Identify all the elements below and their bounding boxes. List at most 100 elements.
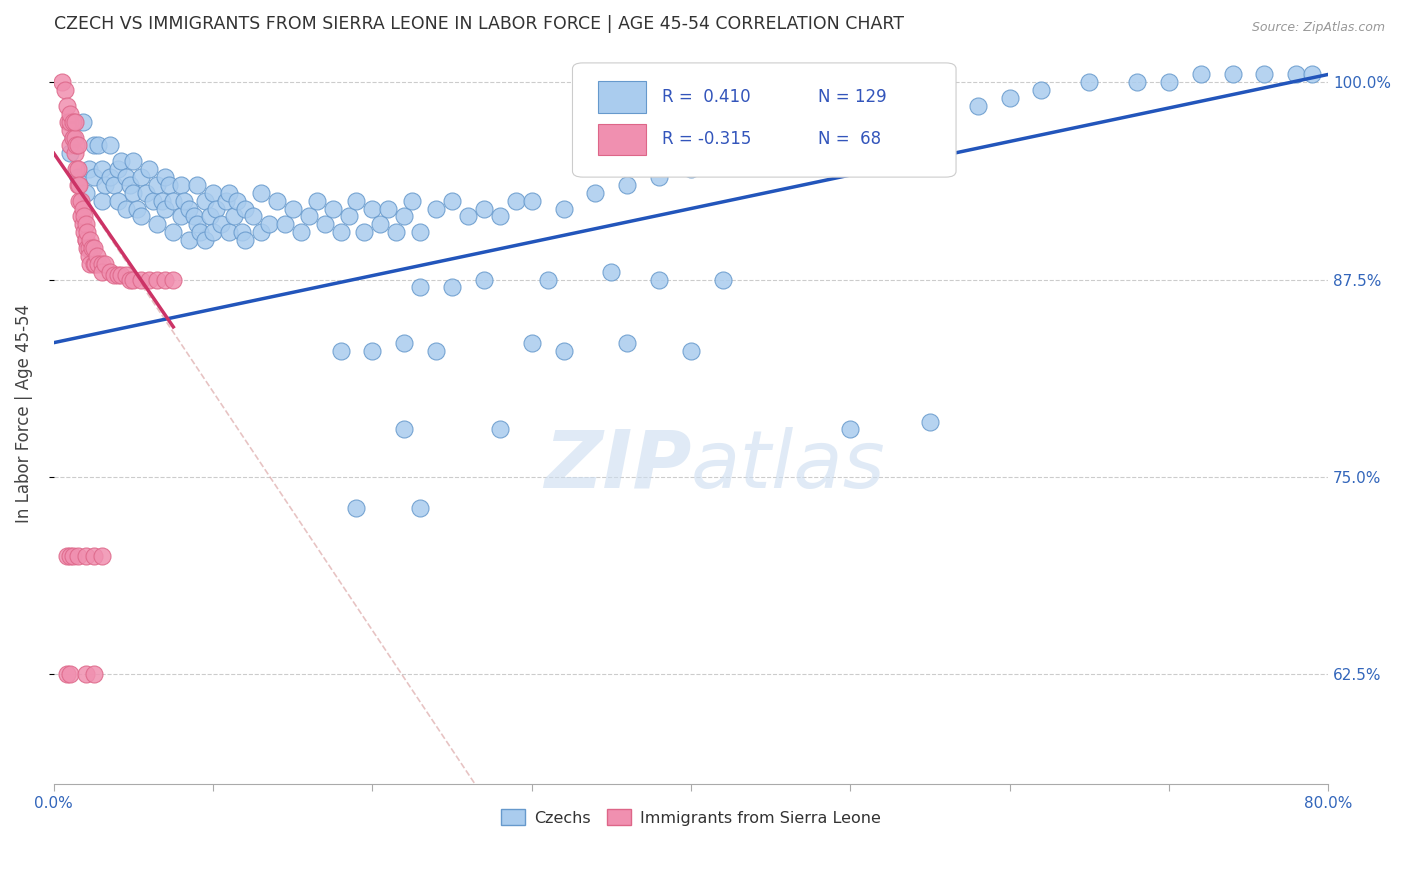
Point xyxy=(59,146,82,161)
Point xyxy=(394,335,416,350)
Point xyxy=(138,162,160,177)
Point xyxy=(83,667,105,681)
Point xyxy=(346,501,368,516)
Point xyxy=(679,162,702,177)
Text: atlas: atlas xyxy=(690,426,886,505)
Point xyxy=(1253,67,1275,81)
Point xyxy=(103,268,125,282)
Point xyxy=(472,272,495,286)
Point xyxy=(394,422,416,436)
Point xyxy=(55,99,77,113)
Text: R = -0.315: R = -0.315 xyxy=(662,130,751,148)
Point xyxy=(394,210,416,224)
Point xyxy=(281,202,304,216)
Point xyxy=(472,202,495,216)
Point xyxy=(170,178,193,192)
Point xyxy=(553,202,575,216)
Point xyxy=(505,194,527,208)
Point xyxy=(290,225,312,239)
Point xyxy=(1078,75,1101,89)
Point xyxy=(62,115,84,129)
Point xyxy=(385,225,408,239)
Point xyxy=(298,210,321,224)
Point xyxy=(75,233,97,247)
Point xyxy=(125,202,148,216)
Point xyxy=(553,343,575,358)
Point xyxy=(114,169,136,184)
Point xyxy=(72,202,94,216)
Point xyxy=(122,154,145,169)
Point xyxy=(401,194,423,208)
Point xyxy=(79,233,101,247)
Point xyxy=(62,130,84,145)
Point xyxy=(75,667,97,681)
Point xyxy=(98,265,121,279)
Point xyxy=(679,343,702,358)
FancyBboxPatch shape xyxy=(572,63,956,178)
Point xyxy=(186,178,208,192)
Point xyxy=(337,210,360,224)
Text: N = 129: N = 129 xyxy=(818,88,887,106)
Point xyxy=(131,210,153,224)
Point xyxy=(173,194,195,208)
Point xyxy=(114,202,136,216)
Point xyxy=(162,272,184,286)
Point xyxy=(63,146,86,161)
Point xyxy=(83,138,105,153)
Point xyxy=(353,225,375,239)
Point xyxy=(72,115,94,129)
Text: N =  68: N = 68 xyxy=(818,130,882,148)
Y-axis label: In Labor Force | Age 45-54: In Labor Force | Age 45-54 xyxy=(15,304,32,523)
Point xyxy=(1031,83,1053,97)
Point xyxy=(711,272,734,286)
Point xyxy=(87,138,110,153)
Point xyxy=(76,241,98,255)
Point xyxy=(90,549,112,563)
Point xyxy=(59,138,82,153)
Text: R =  0.410: R = 0.410 xyxy=(662,88,751,106)
Text: Source: ZipAtlas.com: Source: ZipAtlas.com xyxy=(1251,21,1385,34)
Point xyxy=(66,169,89,184)
Point xyxy=(209,217,232,231)
Point xyxy=(59,667,82,681)
Point xyxy=(409,501,432,516)
Point xyxy=(131,272,153,286)
Point xyxy=(110,154,132,169)
Point xyxy=(83,241,105,255)
Point xyxy=(361,202,384,216)
Point xyxy=(66,178,89,192)
Point xyxy=(110,268,132,282)
Point xyxy=(441,280,464,294)
Point xyxy=(55,667,77,681)
Point xyxy=(83,549,105,563)
Point xyxy=(62,130,84,145)
Point xyxy=(409,225,432,239)
Point xyxy=(77,241,100,255)
Point xyxy=(489,210,512,224)
Point xyxy=(155,202,177,216)
Point xyxy=(107,162,129,177)
Point xyxy=(107,194,129,208)
Point xyxy=(142,194,165,208)
Point xyxy=(194,194,217,208)
Point xyxy=(157,178,180,192)
Point xyxy=(75,217,97,231)
Point xyxy=(205,202,228,216)
Point xyxy=(179,202,201,216)
Point xyxy=(103,178,125,192)
Point xyxy=(314,217,336,231)
Point xyxy=(90,194,112,208)
Point xyxy=(1285,67,1308,81)
Point xyxy=(70,194,93,208)
Point xyxy=(179,233,201,247)
Point xyxy=(257,217,280,231)
Point xyxy=(222,210,245,224)
Point xyxy=(51,75,73,89)
Point xyxy=(75,186,97,200)
Point xyxy=(94,257,117,271)
Point xyxy=(75,549,97,563)
Point xyxy=(135,186,157,200)
Point xyxy=(218,186,240,200)
Point xyxy=(76,225,98,239)
Point xyxy=(190,225,212,239)
